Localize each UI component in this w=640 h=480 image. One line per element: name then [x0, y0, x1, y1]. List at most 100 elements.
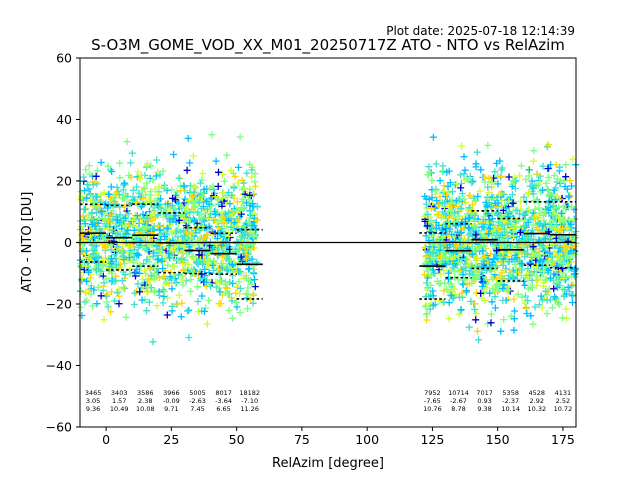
- scatter-point: [568, 203, 575, 211]
- scatter-point: [441, 193, 449, 200]
- scatter-point: [533, 282, 541, 289]
- scatter-point: [451, 285, 458, 293]
- scatter-point: [512, 207, 519, 215]
- scatter-point: [491, 242, 499, 250]
- bin-mean-label: 1.57: [112, 397, 126, 405]
- bin-count-label: 4131: [555, 389, 572, 397]
- scatter-point: [557, 256, 565, 264]
- scatter-point: [511, 224, 519, 232]
- scatter-point: [473, 148, 481, 156]
- scatter-point: [104, 162, 112, 170]
- scatter-point: [541, 235, 549, 243]
- scatter-point: [151, 185, 159, 193]
- scatter-point: [97, 292, 105, 300]
- scatter-point: [113, 289, 121, 297]
- scatter-point: [567, 247, 575, 255]
- bin-mean-label: -2.37: [502, 397, 519, 405]
- scatter-point: [455, 310, 463, 318]
- scatter-point: [82, 289, 90, 297]
- scatter-point: [171, 238, 179, 246]
- scatter-point: [234, 259, 242, 267]
- scatter-point: [518, 293, 526, 301]
- scatter-point: [230, 219, 238, 227]
- scatter-point: [145, 196, 153, 204]
- scatter-point: [459, 225, 467, 233]
- scatter-point: [498, 166, 506, 174]
- scatter-point: [79, 235, 87, 243]
- scatter-point: [463, 287, 470, 295]
- scatter-point: [134, 168, 142, 176]
- scatter-point: [475, 336, 483, 344]
- scatter-point: [447, 280, 455, 288]
- scatter-point: [190, 199, 198, 207]
- scatter-point: [250, 232, 258, 240]
- scatter-point: [446, 250, 454, 258]
- bin-mean-label: -0.09: [163, 397, 180, 405]
- bin-std-lines: [80, 200, 576, 300]
- scatter-point: [226, 200, 234, 208]
- scatter-point: [439, 248, 447, 256]
- scatter-point: [196, 179, 204, 187]
- scatter-point: [233, 283, 241, 291]
- scatter-point: [545, 267, 552, 274]
- scatter-point: [133, 212, 141, 220]
- scatter-point: [177, 202, 185, 210]
- bin-std-label: 11.26: [240, 405, 259, 413]
- scatter-point: [152, 243, 160, 250]
- scatter-point: [155, 183, 163, 191]
- scatter-point: [204, 250, 212, 258]
- scatter-point: [454, 258, 462, 266]
- scatter-point: [88, 228, 96, 236]
- scatter-point: [199, 260, 207, 268]
- scatter-point: [524, 265, 532, 273]
- scatter-point: [77, 287, 85, 295]
- scatter-point: [193, 259, 201, 267]
- scatter-point: [505, 197, 513, 205]
- scatter-point: [427, 228, 435, 236]
- scatter-point: [173, 279, 181, 286]
- scatter-point: [460, 153, 468, 161]
- scatter-point: [451, 181, 459, 189]
- scatter-point: [485, 230, 493, 238]
- scatter-point: [144, 275, 152, 283]
- scatter-point: [462, 267, 470, 274]
- scatter-point: [465, 224, 473, 232]
- scatter-point: [159, 265, 167, 272]
- scatter-point: [509, 199, 517, 207]
- scatter-point: [250, 292, 257, 299]
- scatter-point: [426, 305, 434, 313]
- scatter-point: [211, 193, 219, 201]
- bin-mean-label: -2.63: [189, 397, 206, 405]
- scatter-point: [147, 162, 155, 170]
- scatter-point: [174, 256, 182, 264]
- bin-std-label: 8.78: [451, 405, 465, 413]
- scatter-point: [543, 310, 551, 318]
- scatter-point: [80, 216, 88, 224]
- scatter-point: [135, 251, 143, 259]
- scatter-point: [118, 277, 126, 285]
- bin-count-label: 18182: [239, 389, 260, 397]
- scatter-point: [78, 312, 86, 319]
- scatter-point: [468, 250, 476, 258]
- scatter-point: [228, 261, 236, 269]
- scatter-point: [530, 213, 538, 221]
- scatter-point: [82, 166, 90, 174]
- scatter-point: [81, 220, 89, 228]
- scatter-point: [125, 254, 133, 262]
- scatter-point: [112, 277, 120, 285]
- scatter-point: [82, 263, 90, 270]
- y-tick-label: −40: [46, 358, 72, 373]
- scatter-point: [513, 254, 521, 262]
- scatter-point: [108, 228, 116, 236]
- scatter-point: [165, 280, 173, 288]
- scatter-point: [182, 227, 189, 235]
- scatter-point: [560, 176, 568, 184]
- scatter-point: [559, 314, 567, 322]
- scatter-point: [89, 250, 97, 258]
- scatter-point: [471, 305, 479, 313]
- scatter-point: [522, 292, 530, 300]
- scatter-point: [142, 216, 150, 224]
- scatter-point: [89, 302, 97, 310]
- scatter-point: [120, 194, 128, 202]
- scatter-point: [430, 254, 437, 262]
